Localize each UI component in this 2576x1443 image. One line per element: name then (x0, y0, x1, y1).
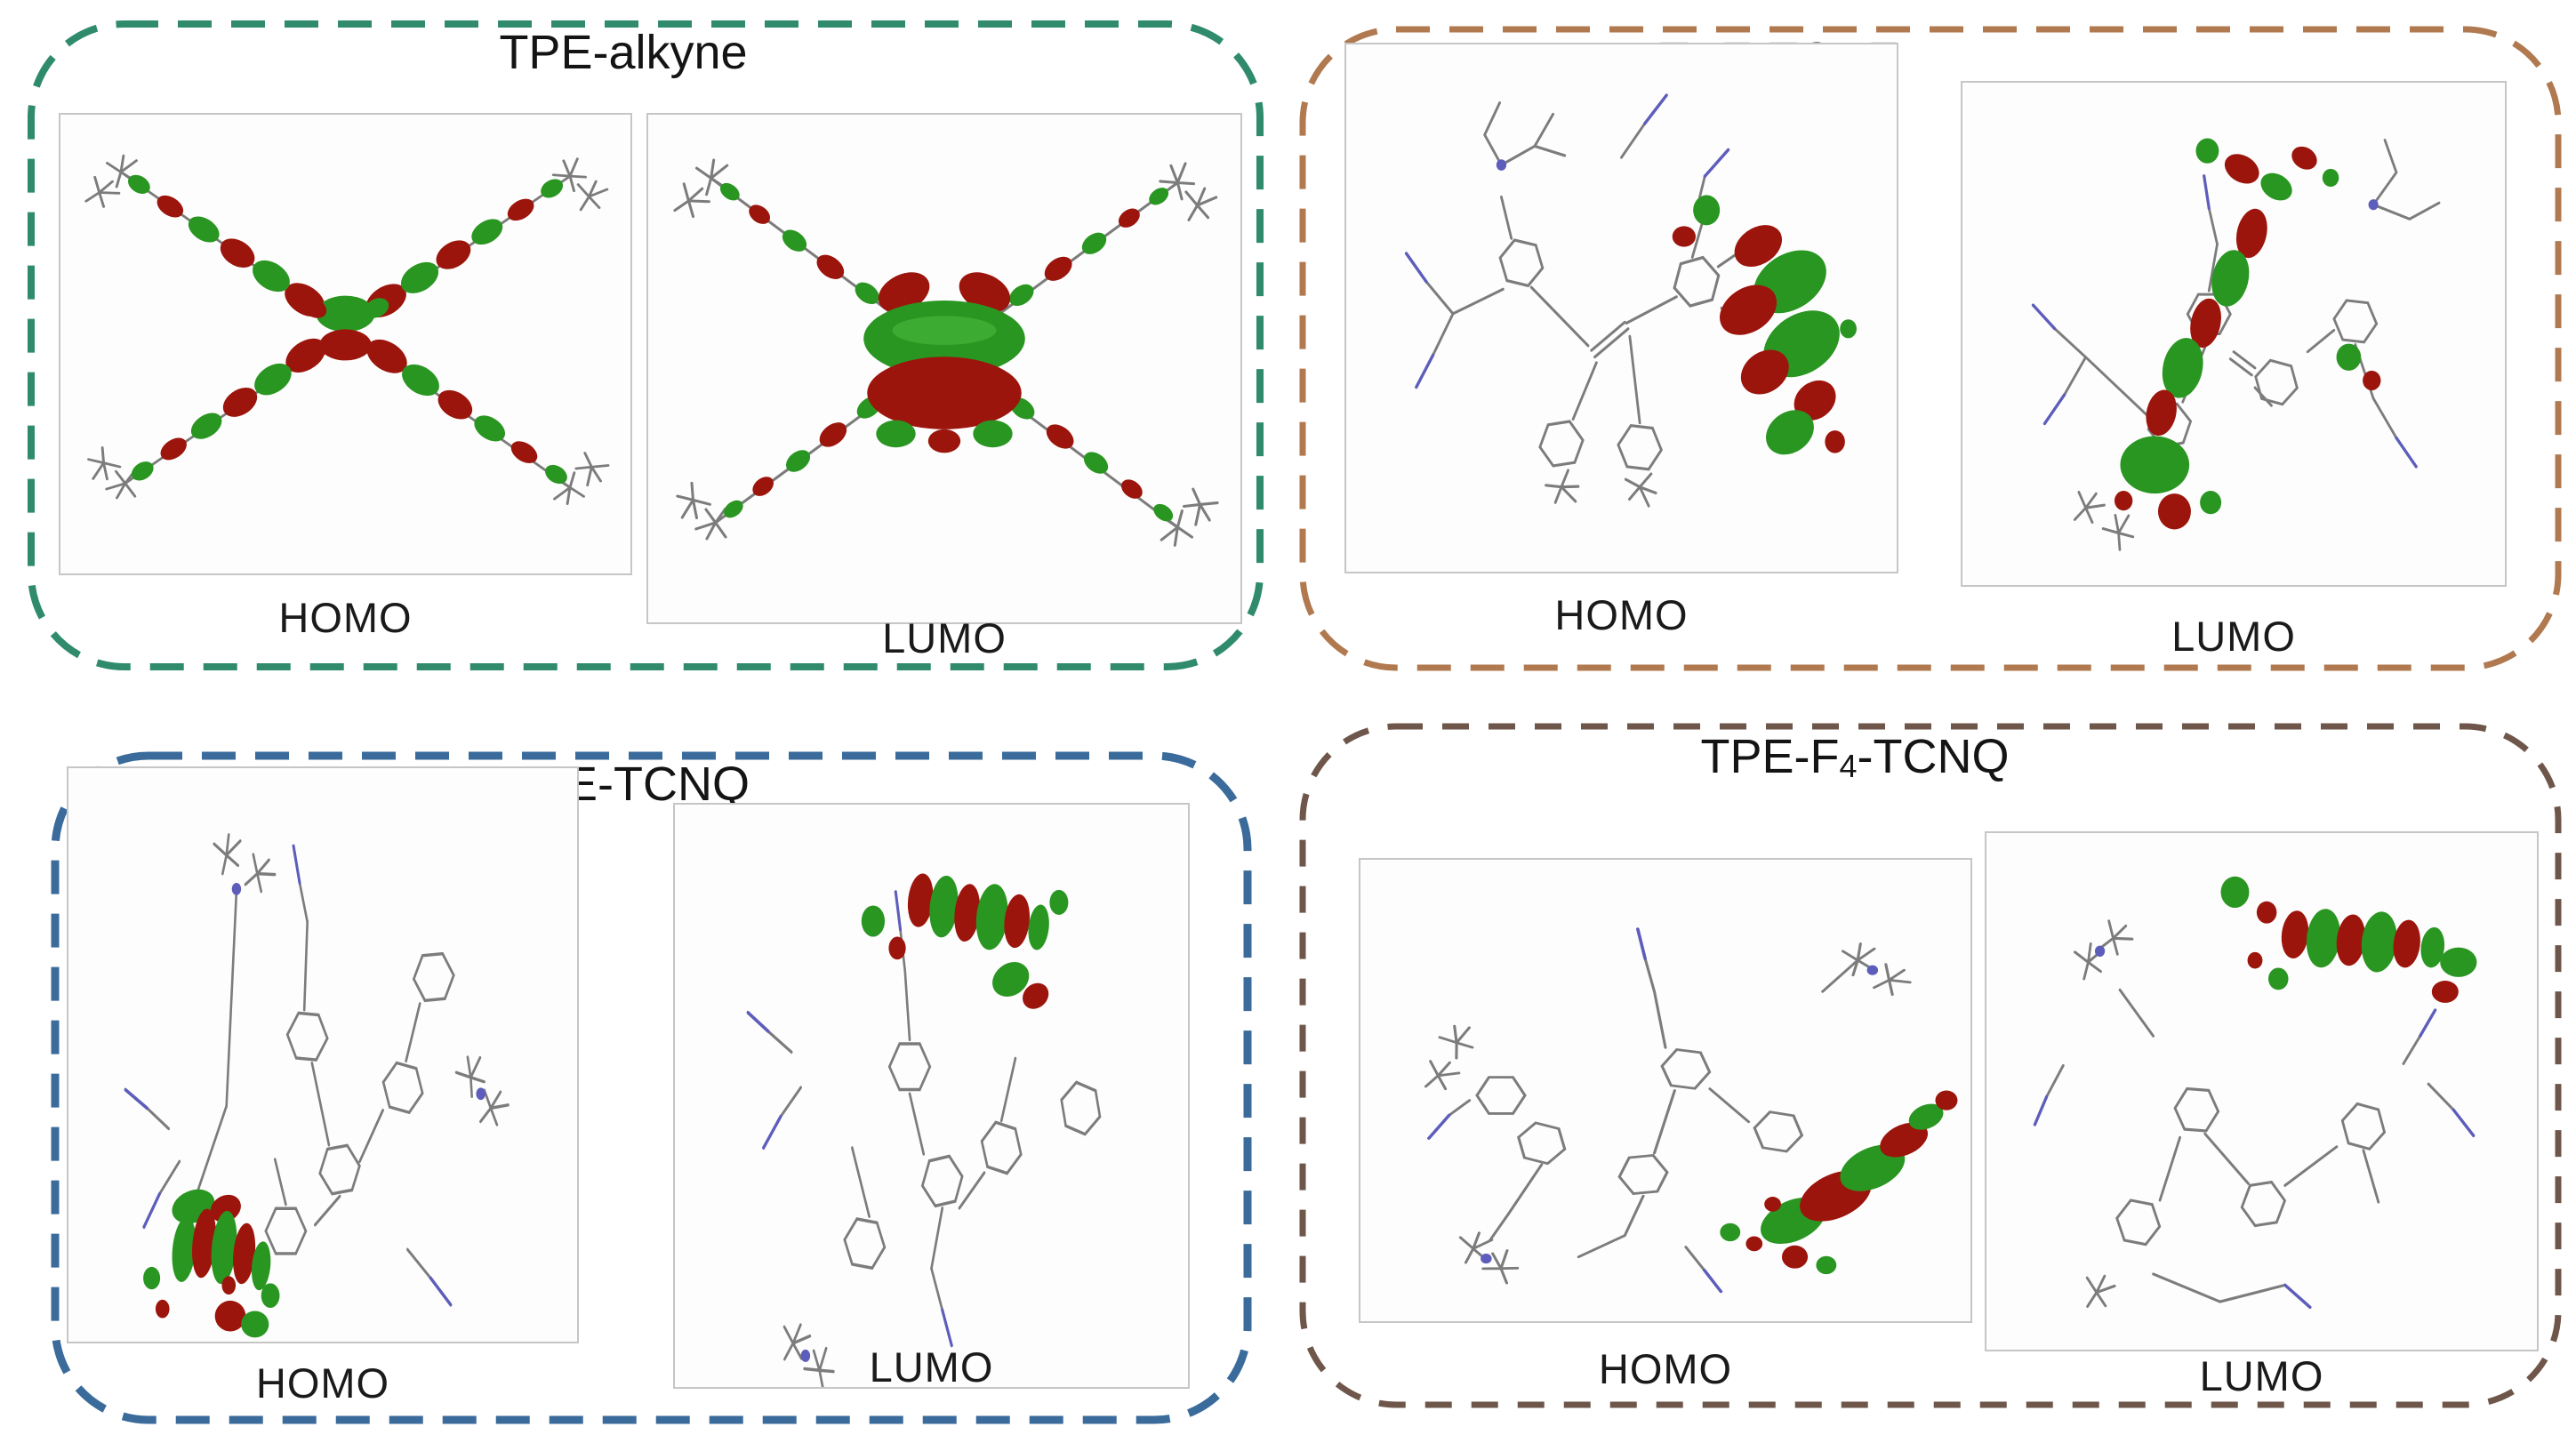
homo-label: HOMO (1598, 1345, 1733, 1392)
orbital-lobes (1720, 1090, 1958, 1275)
title-subscript: 4 (1839, 748, 1858, 784)
tpe-f4-tcnq-lumo-rendering (2033, 876, 2477, 1316)
tpe-tcne-lumo-rendering (2031, 138, 2441, 555)
homo-image (59, 113, 632, 575)
panel-tpe-f4-tcnq: TPE-F4-TCNQ (1298, 722, 2563, 1409)
tpe-alkyne-homo-rendering (77, 153, 615, 506)
orbital-lobes (2114, 138, 2381, 530)
molecule-skeleton (766, 927, 1107, 1387)
lumo-image (1961, 81, 2507, 587)
homo-label: HOMO (255, 1359, 390, 1407)
lumo-label: LUMO (2199, 1352, 2324, 1399)
tpe-tcnq-lumo-rendering (746, 873, 1107, 1387)
homo-image (67, 766, 579, 1343)
panel-tpe-tcne: TPE-TCNE (1298, 25, 2563, 672)
panel-tpe-tcnq: TPE-TCNQ (51, 751, 1252, 1424)
molecule-skeleton (1415, 942, 1916, 1290)
nitrile-groups (1404, 93, 1730, 389)
lumo-label: LUMO (869, 1343, 994, 1391)
molecule-skeleton (1424, 101, 1758, 509)
panel-title: TPE-alkyne (499, 26, 748, 79)
panel-title: TPE-F4-TCNQ (1298, 730, 2563, 784)
orbital-lobes (719, 182, 1174, 522)
nitrile-groups (2031, 174, 2418, 469)
orbital-lobes (1672, 195, 1857, 455)
nitrile-groups (2033, 945, 2476, 1310)
panel-tpe-alkyne: TPE-alkyne (27, 20, 1264, 671)
lumo-image (673, 803, 1190, 1389)
title-suffix: -TCNQ (1857, 730, 2010, 783)
orbital-lobes (2220, 876, 2477, 1003)
homo-label: HOMO (1554, 591, 1689, 638)
orbital-lobes (143, 1189, 280, 1338)
tpe-alkyne-lumo-rendering (665, 157, 1224, 547)
nitrile-groups (1427, 927, 1879, 1294)
molecule-skeleton (2045, 913, 2455, 1316)
molecule-skeleton (2053, 139, 2441, 555)
title-prefix: TPE-F (1700, 730, 1840, 783)
lumo-label: LUMO (2171, 613, 2296, 660)
homo-label: HOMO (278, 594, 413, 641)
homo-image (1344, 43, 1898, 573)
tpe-tcne-homo-rendering (1404, 93, 1857, 509)
tpe-f4-tcnq-homo-rendering (1415, 927, 1958, 1294)
lumo-image (646, 113, 1242, 624)
orbital-lobes (861, 873, 1069, 1009)
nitrile-groups (124, 844, 486, 1307)
tpe-tcnq-homo-rendering (124, 833, 512, 1338)
homo-image (1359, 858, 1972, 1323)
nitrile-groups (746, 890, 953, 1362)
orbital-lobes (127, 174, 567, 485)
lumo-image (1985, 831, 2539, 1351)
lumo-label: LUMO (882, 614, 1007, 661)
